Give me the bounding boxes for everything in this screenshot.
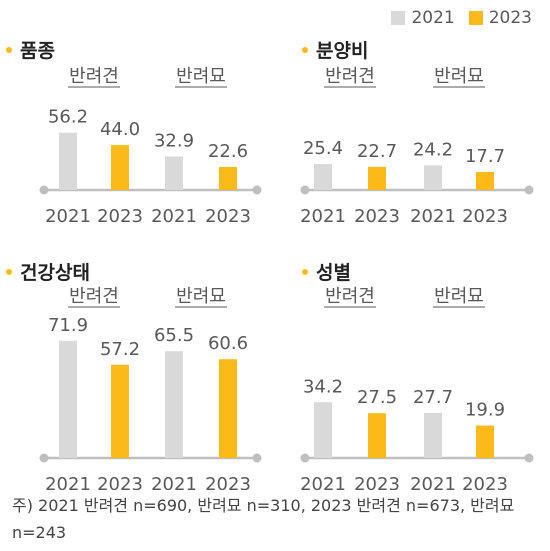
bullet-dot [302, 268, 308, 275]
tick-label: 2023 [205, 206, 251, 227]
data-label: 60.6 [208, 333, 248, 354]
tick-label: 2021 [45, 474, 91, 490]
group-label: 반려견 [69, 286, 119, 307]
group-label: 반려견 [69, 66, 119, 87]
panel-title-text: 건강상태 [20, 262, 90, 284]
data-label: 22.6 [208, 141, 248, 162]
tick-label: 2023 [462, 474, 508, 490]
bar [219, 359, 237, 458]
tick-label: 2021 [151, 206, 197, 227]
bar [314, 164, 332, 190]
bar [368, 413, 386, 458]
footnote: 주) 2021 반려견 n=690, 반려묘 n=310, 2023 반려견 n… [12, 496, 515, 542]
tick-label: 2021 [45, 206, 91, 227]
chart-price: 반려견 반려묘 25.4 2021 22.7 2023 24.2 2021 17.7 2023 [300, 66, 534, 227]
data-label: 34.2 [303, 376, 343, 397]
group-label: 반려묘 [176, 66, 226, 87]
tick-label: 2021 [410, 206, 456, 227]
panel-title: 품종 [6, 36, 55, 63]
bar [165, 156, 183, 190]
panel-breed: 품종 반려견 반려묘 56.2 2021 44.0 2023 32.9 2021 22.6 202… [0, 0, 275, 250]
bar [111, 145, 129, 190]
bullet-dot [6, 46, 12, 53]
data-label: 17.7 [465, 146, 505, 167]
bar [59, 340, 77, 458]
data-label: 65.5 [154, 325, 194, 346]
legend-label-2023: 2023 [488, 8, 532, 28]
bar [368, 166, 386, 190]
legend-item-2023: 2023 [468, 8, 532, 28]
chart-health: 반려견 반려묘 71.9 2021 57.2 2023 65.5 2021 60.6 2023 [39, 286, 262, 490]
legend-swatch-2023 [468, 11, 483, 25]
tick-label: 2021 [410, 474, 456, 490]
tick-label: 2023 [462, 206, 508, 227]
baseline-end-right [524, 185, 534, 195]
bar [219, 166, 237, 190]
panel-health: 건강상태 반려견 반려묘 71.9 2021 57.2 2023 65.5 2021 60.6 2… [0, 250, 275, 490]
legend-swatch-2021 [391, 11, 406, 25]
baseline-end-right [252, 453, 262, 463]
tick-label: 2023 [354, 206, 400, 227]
bar [59, 132, 77, 190]
group-label: 반려묘 [176, 286, 226, 307]
chart-breed: 반려견 반려묘 56.2 2021 44.0 2023 32.9 2021 22.6 2023 [39, 66, 262, 227]
data-label: 24.2 [413, 139, 453, 160]
group-label: 반려견 [325, 66, 375, 87]
bar [165, 351, 183, 458]
tick-label: 2021 [300, 474, 346, 490]
data-label: 57.2 [100, 339, 140, 360]
tick-label: 2021 [300, 206, 346, 227]
chart-sex: 반려견 반려묘 34.2 2021 27.5 2023 27.7 2021 19.9 2023 [300, 286, 534, 490]
tick-label: 2023 [354, 474, 400, 490]
legend-label-2021: 2021 [411, 8, 455, 28]
baseline-end-left [39, 185, 49, 195]
bar [111, 364, 129, 458]
panel-title-text: 품종 [20, 40, 55, 62]
data-label: 27.7 [413, 387, 453, 408]
bar [476, 425, 494, 458]
bullet-dot [302, 46, 308, 53]
tick-label: 2023 [97, 206, 143, 227]
data-label: 56.2 [48, 107, 88, 128]
data-label: 44.0 [100, 119, 140, 140]
baseline-end-right [252, 185, 262, 195]
group-label: 반려묘 [434, 66, 484, 87]
data-label: 22.7 [357, 141, 397, 162]
baseline-end-left [39, 453, 49, 463]
panel-price: 분양비 반려견 반려묘 25.4 2021 22.7 2023 24.2 2021 17.7 20… [275, 0, 550, 250]
bar [424, 165, 442, 190]
tick-label: 2021 [151, 474, 197, 490]
legend: 2021 2023 [377, 8, 532, 28]
baseline-end-left [300, 185, 310, 195]
baseline-end-right [524, 453, 534, 463]
panel-title: 성별 [302, 258, 351, 285]
data-label: 32.9 [154, 130, 194, 151]
panel-title-text: 성별 [316, 262, 351, 284]
data-label: 25.4 [303, 138, 343, 159]
panel-title: 분양비 [302, 36, 368, 63]
bar [476, 171, 494, 190]
data-label: 27.5 [357, 387, 397, 408]
tick-label: 2023 [205, 474, 251, 490]
legend-item-2021: 2021 [391, 8, 455, 28]
panel-title: 건강상태 [6, 258, 90, 285]
bullet-dot [6, 268, 12, 275]
data-label: 71.9 [48, 315, 88, 336]
data-label: 19.9 [465, 400, 505, 421]
group-label: 반려견 [325, 286, 375, 307]
bar [314, 402, 332, 458]
bar [424, 412, 442, 458]
group-label: 반려묘 [434, 286, 484, 307]
tick-label: 2023 [97, 474, 143, 490]
panel-title-text: 분양비 [316, 40, 369, 62]
baseline-end-left [300, 453, 310, 463]
panel-sex: 성별 반려견 반려묘 34.2 2021 27.5 2023 27.7 2021 19.9 202… [275, 250, 550, 490]
